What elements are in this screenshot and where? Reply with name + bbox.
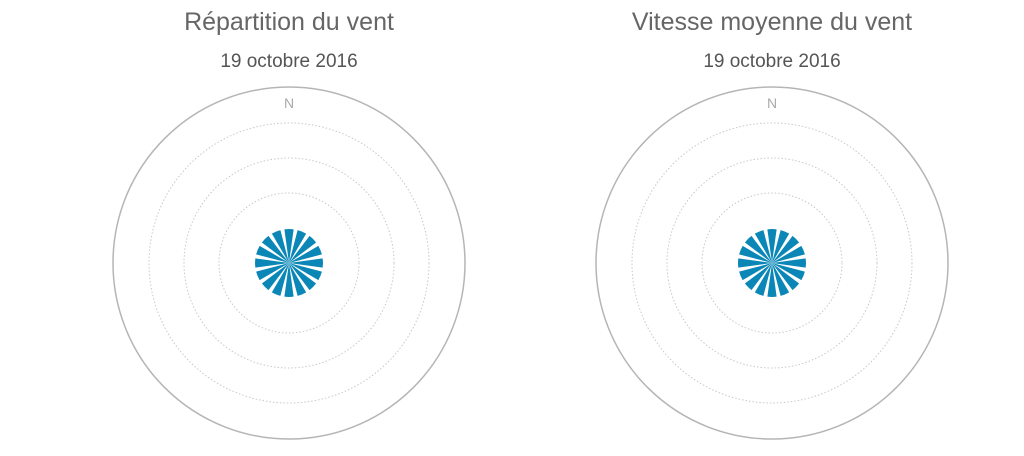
wind-bar xyxy=(289,245,322,263)
chart-subtitle-1: 19 octobre 2016 xyxy=(220,51,358,72)
wind-bar xyxy=(284,229,294,263)
wind-bar xyxy=(289,258,323,268)
wind-bar xyxy=(255,258,289,268)
wind-bar xyxy=(261,263,289,291)
wind-bar xyxy=(271,230,289,263)
wind-bar xyxy=(772,263,800,291)
grid-ring xyxy=(701,192,843,334)
wind-bar xyxy=(256,245,289,263)
wind-bar xyxy=(289,230,307,263)
grid-ring xyxy=(148,122,430,404)
wind-bar xyxy=(772,230,790,263)
grid-ring xyxy=(183,157,395,369)
north-label: N xyxy=(284,95,294,111)
wind-bar xyxy=(289,263,307,296)
wind-bar xyxy=(772,258,806,268)
wind-bar xyxy=(772,263,805,281)
wind-bar xyxy=(754,230,772,263)
wind-bar xyxy=(739,263,772,281)
wind-bar xyxy=(284,263,294,298)
wind-bar xyxy=(289,263,317,291)
wind-bar xyxy=(289,235,317,263)
chart-title-2: Vitesse moyenne du vent xyxy=(631,8,913,36)
wind-bar xyxy=(772,235,800,263)
grid-ring xyxy=(631,122,913,404)
wind-bar xyxy=(256,263,289,281)
wind-bar xyxy=(744,263,772,291)
wind-bar xyxy=(739,245,772,263)
outer-ring xyxy=(595,86,949,440)
wind-bar xyxy=(744,235,772,263)
wind-bar xyxy=(261,235,289,263)
wind-bar xyxy=(767,229,777,263)
wind-bar xyxy=(772,245,805,263)
grid-ring xyxy=(666,157,878,369)
wind-bar xyxy=(737,258,772,268)
chart-subtitle-2: 19 octobre 2016 xyxy=(703,51,841,72)
outer-ring xyxy=(112,86,466,440)
wind-bar xyxy=(754,263,772,296)
wind-bar xyxy=(271,263,289,296)
north-label: N xyxy=(767,95,777,111)
grid-ring xyxy=(218,192,360,334)
chart-title-1: Répartition du vent xyxy=(184,8,394,36)
wind-bar xyxy=(289,263,322,281)
wind-bar xyxy=(772,263,790,296)
wind-bar xyxy=(767,263,777,298)
